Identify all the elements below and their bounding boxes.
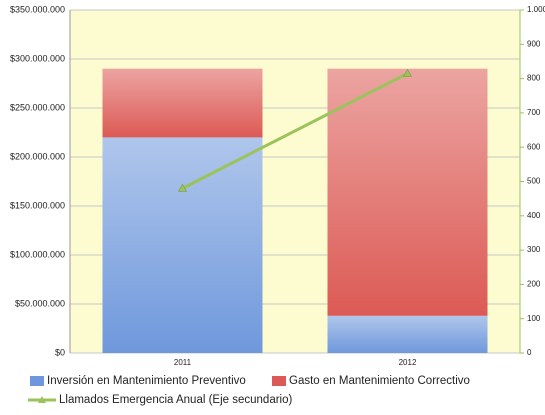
y-tick-label: $50.000.000	[15, 298, 65, 308]
y2-tick-label: 400	[527, 211, 541, 220]
x-tick-label: 2012	[399, 358, 417, 367]
legend-swatch	[272, 376, 286, 386]
legend-label: Inversión en Mantenimiento Preventivo	[47, 375, 246, 387]
bar-shine	[102, 68, 263, 138]
y-tick-label: $250.000.000	[10, 102, 65, 112]
y-tick-label: $300.000.000	[10, 53, 65, 63]
y-tick-label: $100.000.000	[10, 249, 65, 259]
y-tick-label: $350.000.000	[10, 4, 65, 14]
y2-tick-label: 800	[527, 74, 541, 83]
legend-label: Gasto en Mantenimiento Correctivo	[289, 375, 470, 387]
bar-shine	[327, 315, 488, 353]
y2-tick-label: 1.000	[527, 5, 545, 14]
y2-tick-label: 500	[527, 177, 541, 186]
y2-tick-label: 0	[527, 348, 532, 357]
y-tick-label: $150.000.000	[10, 200, 65, 210]
y2-tick-label: 700	[527, 108, 541, 117]
bar-shine	[327, 68, 488, 316]
y-tick-label: $0	[55, 347, 65, 357]
y2-tick-label: 100	[527, 314, 541, 323]
line-marker	[177, 183, 188, 192]
x-tick-label: 2011	[174, 358, 192, 367]
y2-tick-label: 300	[527, 245, 541, 254]
y-tick-label: $200.000.000	[10, 151, 65, 161]
y2-tick-label: 900	[527, 39, 541, 48]
bar-shine	[102, 137, 263, 353]
legend-label: Llamados Emergencia Anual (Eje secundari…	[59, 394, 292, 406]
y2-tick-label: 200	[527, 280, 541, 289]
line-marker	[402, 68, 413, 77]
legend-swatch	[30, 376, 44, 386]
legend-marker	[38, 396, 46, 403]
y2-tick-label: 600	[527, 142, 541, 151]
line-series	[181, 72, 409, 190]
